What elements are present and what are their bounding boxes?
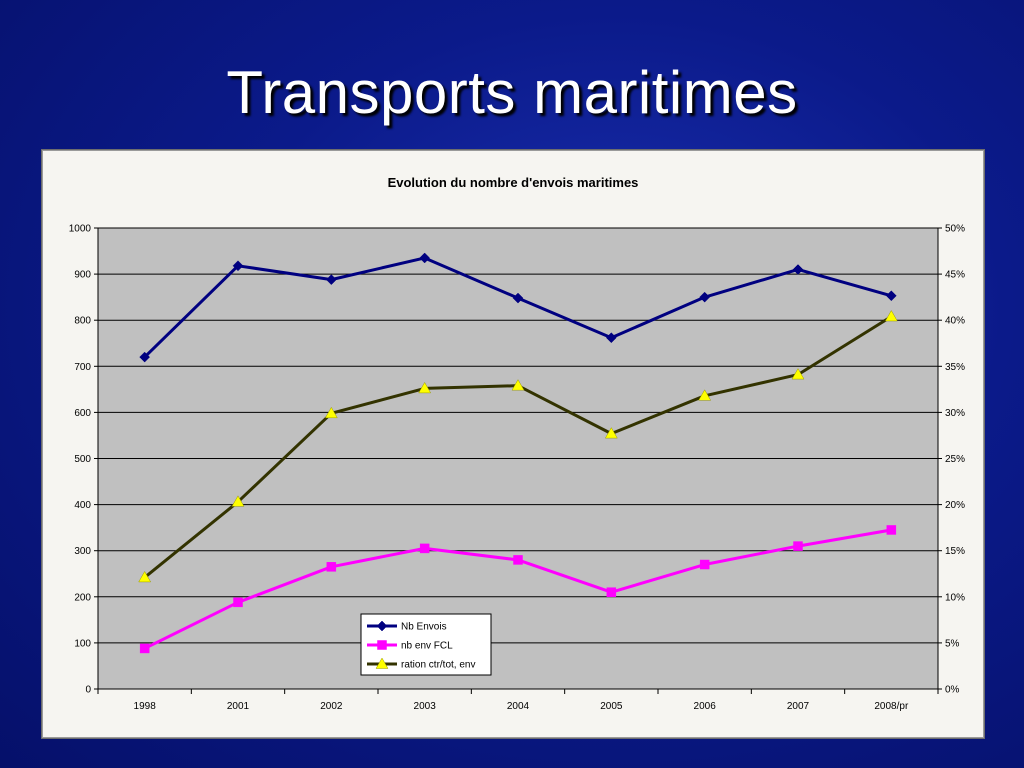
series-3-point: [884, 310, 898, 322]
series-3-point: [511, 379, 525, 391]
series-2-point: [606, 587, 617, 597]
line-chart: Evolution du nombre d'envois maritimes 0…: [69, 175, 965, 712]
series-3-point: [418, 381, 432, 394]
series-2-point: [699, 559, 710, 570]
series-3-point: [604, 427, 618, 439]
series-1-point: [605, 332, 617, 344]
x-tick-label: 1998: [134, 701, 157, 712]
y-right-tick-label: 40%: [945, 316, 965, 327]
legend-swatch-marker: [376, 620, 388, 632]
x-tick-label: 2004: [507, 701, 530, 712]
y-left-tick-label: 600: [74, 408, 91, 419]
series-1-point: [139, 351, 151, 363]
x-tick-label: 2001: [227, 701, 250, 712]
series-1-point: [792, 264, 804, 275]
series-2-point: [326, 562, 337, 572]
series-2-point: [233, 597, 243, 608]
series-1-point: [512, 292, 524, 304]
y-left-tick-label: 900: [74, 270, 91, 281]
y-right-tick-label: 45%: [945, 270, 965, 281]
series-2-point: [886, 525, 897, 535]
legend-swatch-marker: [375, 657, 389, 669]
series-3-point: [698, 389, 712, 401]
x-tick-label: 2008/pr: [874, 701, 909, 712]
y-right-tick-label: 0%: [945, 685, 960, 696]
legend-label: ration ctr/tot, env: [401, 660, 475, 671]
y-right-tick-label: 35%: [945, 362, 965, 373]
legend-label: Nb Envois: [401, 622, 447, 633]
y-right-tick-label: 30%: [945, 408, 965, 419]
y-left-tick-label: 300: [74, 546, 91, 557]
x-tick-label: 2003: [414, 701, 437, 712]
legend-swatch-marker: [377, 640, 387, 650]
series-1-point: [232, 260, 244, 272]
y-left-tick-label: 800: [74, 316, 91, 327]
y-right-tick-label: 15%: [945, 546, 965, 557]
series-2-point: [139, 643, 150, 654]
y-left-tick-label: 200: [74, 592, 91, 603]
x-tick-label: 2006: [694, 701, 717, 712]
legend-label: nb env FCL: [401, 641, 453, 652]
y-left-tick-label: 0: [85, 685, 91, 696]
y-left-tick-label: 100: [74, 638, 91, 649]
y-left-tick-label: 400: [74, 500, 91, 511]
y-right-tick-label: 5%: [945, 638, 960, 649]
series-2-point: [513, 555, 523, 565]
x-tick-label: 2005: [600, 701, 623, 712]
series-1-point: [325, 274, 337, 285]
series-1-point: [699, 291, 711, 303]
slide-title: Transports maritimes: [226, 59, 798, 126]
y-right-tick-label: 50%: [945, 224, 965, 235]
y-left-tick-label: 1000: [69, 224, 92, 235]
y-right-tick-label: 25%: [945, 454, 965, 465]
y-left-tick-label: 700: [74, 362, 91, 373]
chart-title: Evolution du nombre d'envois maritimes: [388, 175, 639, 190]
series-1-point: [885, 290, 897, 302]
series-3-point: [791, 368, 805, 380]
series-2-point: [419, 543, 430, 554]
x-tick-label: 2007: [787, 701, 810, 712]
series-3-point: [324, 406, 338, 419]
series-3-point: [138, 570, 152, 583]
y-right-tick-label: 10%: [945, 592, 965, 603]
series-2-point: [793, 541, 803, 551]
chart-frame: Evolution du nombre d'envois maritimes 0…: [42, 150, 984, 738]
x-tick-label: 2002: [320, 701, 343, 712]
series-1-point: [419, 252, 431, 264]
y-right-tick-label: 20%: [945, 500, 965, 511]
series-3-point: [231, 495, 245, 507]
y-left-tick-label: 500: [74, 454, 91, 465]
